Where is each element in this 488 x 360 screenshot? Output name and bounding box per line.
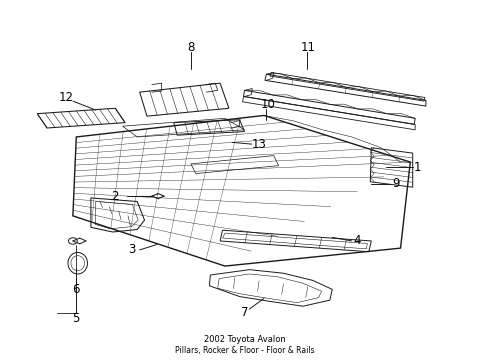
Text: 9: 9: [391, 177, 399, 190]
Text: 10: 10: [260, 98, 275, 111]
Text: 4: 4: [352, 234, 360, 247]
Text: 5: 5: [72, 311, 80, 325]
Text: 1: 1: [413, 161, 421, 174]
Text: 3: 3: [128, 243, 136, 256]
Text: 12: 12: [59, 91, 74, 104]
Text: 7: 7: [240, 306, 248, 319]
Text: 11: 11: [300, 41, 315, 54]
Text: 6: 6: [72, 283, 80, 296]
Text: 13: 13: [251, 138, 266, 150]
Text: Pillars, Rocker & Floor - Floor & Rails: Pillars, Rocker & Floor - Floor & Rails: [174, 346, 314, 355]
Text: 2002 Toyota Avalon: 2002 Toyota Avalon: [203, 335, 285, 344]
Text: 2: 2: [111, 190, 119, 203]
Text: 8: 8: [187, 41, 194, 54]
